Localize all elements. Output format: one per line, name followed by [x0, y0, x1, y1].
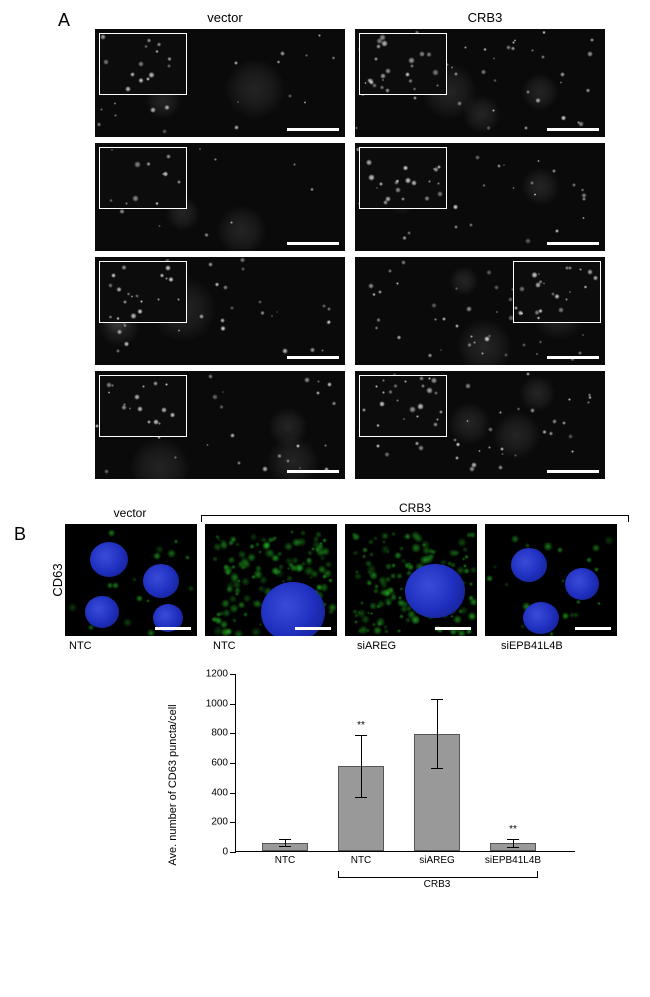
micrograph-areg-crb3: [355, 29, 605, 137]
ytick-400: 400: [211, 787, 236, 798]
panel-a-label: A: [58, 10, 70, 31]
micrograph-eea1-vector: EEA1: [95, 143, 345, 251]
ytick-800: 800: [211, 728, 236, 739]
micrograph-cd63-crb3: [355, 371, 605, 479]
scalebar: [155, 627, 191, 630]
scalebar: [547, 128, 599, 131]
inset: [359, 375, 447, 437]
panel-b-header-vector: vector: [65, 506, 195, 520]
bar-chart: Ave. number of CD63 puncta/cell 02004006…: [195, 670, 585, 900]
inset: [359, 147, 447, 209]
scalebar: [547, 470, 599, 473]
confocal-1: [205, 524, 337, 636]
panel-a-col-crb3: CRB3: [360, 10, 610, 25]
scalebar: [287, 242, 339, 245]
panel-a: vector CRB3 AREGEEA1Lamp2CD63: [95, 10, 615, 479]
scalebar: [295, 627, 331, 630]
panel-b-crb3-line: [201, 515, 629, 516]
panel-b-cond-0: NTC: [65, 640, 201, 652]
scalebar: [287, 356, 339, 359]
panel-b-header-crb3: CRB3: [399, 501, 431, 515]
xlabel-3: siEPB41L4B: [485, 855, 541, 866]
panel-b-cond-1: NTC: [209, 640, 345, 652]
xlabel-2: siAREG: [419, 855, 455, 866]
scalebar: [547, 242, 599, 245]
confocal-3: [485, 524, 617, 636]
ytick-1200: 1200: [206, 669, 236, 680]
xlabel-0: NTC: [275, 855, 296, 866]
chart-bracket-label: CRB3: [424, 879, 451, 890]
micrograph-areg-vector: AREG: [95, 29, 345, 137]
ytick-200: 200: [211, 817, 236, 828]
micrograph-lamp2-vector: Lamp2: [95, 257, 345, 365]
inset: [359, 33, 447, 95]
xlabel-1: NTC: [351, 855, 372, 866]
ytick-0: 0: [222, 847, 236, 858]
confocal-0: [65, 524, 197, 636]
inset: [99, 375, 187, 437]
chart-ylabel: Ave. number of CD63 puncta/cell: [167, 704, 179, 865]
scalebar: [435, 627, 471, 630]
scalebar: [575, 627, 611, 630]
sig-1: **: [357, 720, 365, 731]
scalebar: [547, 356, 599, 359]
panel-b-cond-3: siEPB41L4B: [497, 640, 633, 652]
inset: [513, 261, 601, 323]
confocal-2: [345, 524, 477, 636]
panel-b-row-label: CD63: [50, 563, 65, 596]
ytick-1000: 1000: [206, 698, 236, 709]
inset: [99, 147, 187, 209]
sig-3: **: [509, 824, 517, 835]
panel-a-col-vector: vector: [100, 10, 350, 25]
panel-b: vector CRB3 CD63 NTCNTCsiAREGsiEPB41L4B: [65, 501, 635, 652]
ytick-600: 600: [211, 758, 236, 769]
panel-b-label: B: [14, 524, 26, 545]
panel-b-cond-2: siAREG: [353, 640, 489, 652]
inset: [99, 261, 187, 323]
scalebar: [287, 470, 339, 473]
micrograph-cd63-vector: CD63: [95, 371, 345, 479]
scalebar: [287, 128, 339, 131]
inset: [99, 33, 187, 95]
micrograph-lamp2-crb3: [355, 257, 605, 365]
micrograph-eea1-crb3: [355, 143, 605, 251]
